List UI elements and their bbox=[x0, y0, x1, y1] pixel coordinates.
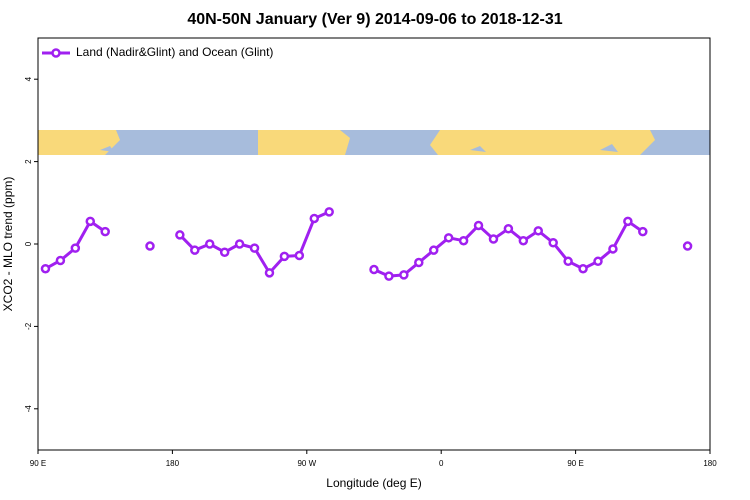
chart-title: 40N-50N January (Ver 9) 2014-09-06 to 20… bbox=[187, 11, 562, 28]
data-point bbox=[414, 257, 424, 268]
data-point bbox=[145, 241, 155, 251]
legend-label: Land (Nadir&Glint) and Ocean (Glint) bbox=[76, 45, 273, 59]
legend-marker bbox=[51, 48, 61, 58]
x-tick-label: 180 bbox=[703, 459, 717, 468]
data-point bbox=[294, 250, 305, 261]
data-point bbox=[488, 234, 499, 244]
data-point bbox=[190, 245, 200, 255]
data-point bbox=[593, 256, 603, 267]
data-point bbox=[563, 256, 573, 267]
data-point bbox=[384, 271, 394, 281]
data-point bbox=[324, 207, 334, 217]
y-tick-label: 4 bbox=[24, 76, 33, 81]
data-point bbox=[249, 243, 260, 253]
x-tick-label: 90 E bbox=[567, 459, 583, 468]
data-point bbox=[428, 245, 439, 255]
data-point bbox=[443, 233, 454, 243]
data-point bbox=[458, 235, 469, 246]
data-point bbox=[682, 241, 693, 251]
y-tick-label: 0 bbox=[24, 241, 33, 246]
data-point bbox=[100, 226, 110, 237]
data-point bbox=[279, 251, 290, 262]
data-point bbox=[578, 263, 588, 274]
data-point bbox=[473, 220, 484, 231]
data-point bbox=[369, 264, 379, 275]
y-tick-label: -2 bbox=[24, 322, 33, 330]
data-point bbox=[234, 239, 245, 249]
x-tick-label: 90 E bbox=[30, 459, 46, 468]
y-tick-label: 2 bbox=[24, 159, 33, 164]
data-point bbox=[70, 243, 81, 253]
data-point bbox=[638, 226, 648, 237]
data-point bbox=[548, 238, 558, 248]
x-tick-label: 0 bbox=[439, 459, 444, 468]
data-point bbox=[309, 213, 320, 224]
x-tick-label: 90 W bbox=[297, 459, 316, 468]
y-tick-label: -4 bbox=[24, 405, 33, 413]
data-point bbox=[608, 244, 618, 254]
data-point bbox=[264, 268, 275, 278]
x-tick-label: 180 bbox=[166, 459, 180, 468]
data-point bbox=[55, 255, 66, 266]
data-point bbox=[623, 216, 633, 227]
map-strip bbox=[38, 130, 710, 155]
data-point bbox=[518, 235, 529, 246]
y-axis-label: XCO2 - MLO trend (ppm) bbox=[1, 177, 15, 312]
data-point bbox=[503, 224, 514, 234]
data-point bbox=[399, 270, 409, 280]
x-axis-label: Longitude (deg E) bbox=[326, 476, 421, 490]
data-point bbox=[533, 226, 544, 236]
data-point bbox=[40, 263, 51, 274]
data-point bbox=[85, 216, 96, 227]
data-point bbox=[175, 230, 185, 240]
data-point bbox=[204, 239, 215, 249]
series-line bbox=[45, 212, 687, 276]
plot-frame bbox=[37, 37, 711, 451]
data-point bbox=[219, 247, 230, 257]
